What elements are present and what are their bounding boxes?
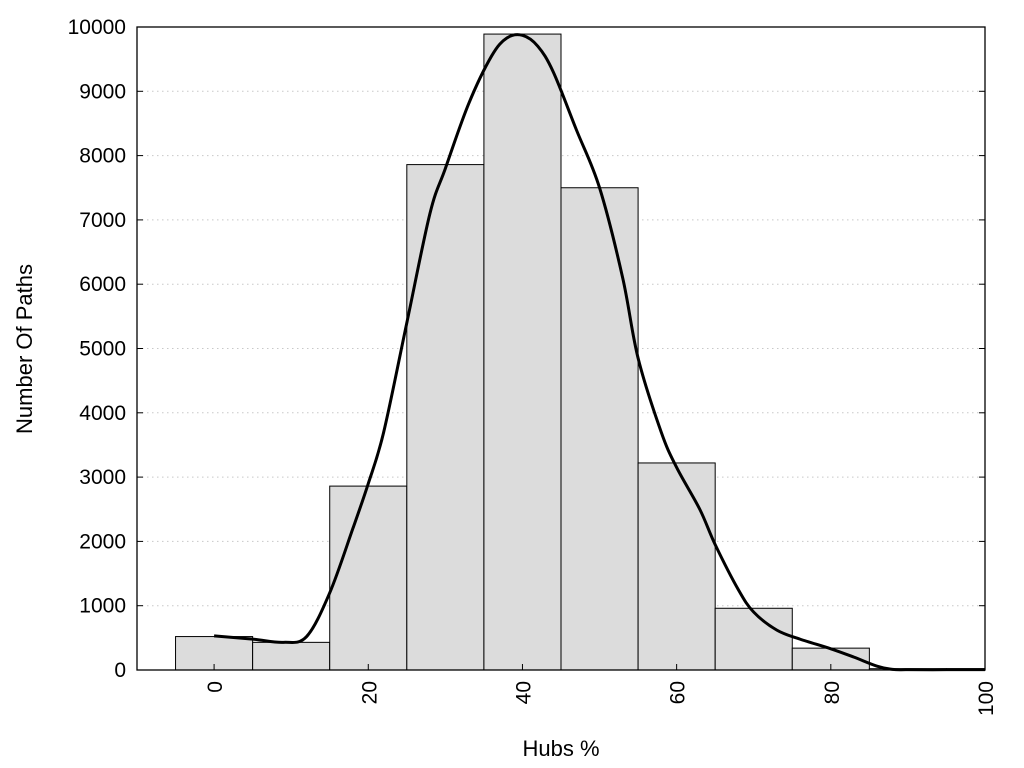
y-tick-label: 2000 <box>79 530 126 553</box>
y-tick-label: 3000 <box>79 466 126 489</box>
y-tick-label: 5000 <box>79 338 126 361</box>
density-curve <box>213 33 985 672</box>
bar-70 <box>714 607 793 671</box>
bar-60 <box>637 462 716 671</box>
x-tick-label: 20 <box>358 681 381 704</box>
grid-lines <box>137 90 985 607</box>
y-tick-label: 7000 <box>79 209 126 232</box>
bar-50 <box>560 187 639 671</box>
bar-20 <box>329 485 408 671</box>
x-axis-ticks: 0 20 40 60 80 100 <box>204 664 998 716</box>
x-tick-label: 0 <box>204 681 227 693</box>
y-tick-label: 10000 <box>68 16 126 39</box>
y-tick-label: 8000 <box>79 145 126 168</box>
density-curve-line <box>213 33 985 672</box>
y-tick-label: 4000 <box>79 402 126 425</box>
x-tick-label: 60 <box>667 681 690 704</box>
y-tick-label: 1000 <box>79 595 126 618</box>
y-tick-label: 9000 <box>79 80 126 103</box>
bar-40 <box>483 33 562 671</box>
x-tick-label: 40 <box>512 681 535 704</box>
y-axis-ticks: 0 1000 2000 3000 4000 5000 6000 7000 8000 9000 100… <box>68 16 985 682</box>
y-tick-label: 0 <box>114 659 126 682</box>
bar-10 <box>252 641 331 671</box>
x-axis-title: Hubs % <box>522 736 599 761</box>
x-tick-label: 100 <box>975 681 998 716</box>
x-tick-label: 80 <box>821 681 844 704</box>
bars <box>175 33 986 671</box>
y-axis-title: Number Of Paths <box>12 264 37 434</box>
y-tick-label: 6000 <box>79 273 126 296</box>
bar-30 <box>406 164 485 671</box>
